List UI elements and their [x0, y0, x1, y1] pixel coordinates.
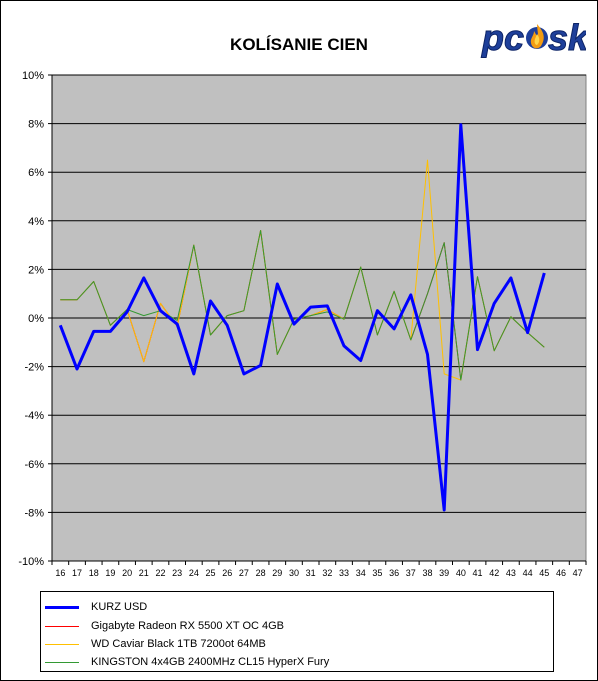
legend: KURZ USD Gigabyte Radeon RX 5500 XT OC 4…: [40, 591, 554, 672]
x-tick-label: 42: [489, 568, 499, 578]
y-tick-label: 0%: [28, 313, 44, 325]
logo-mark: pc sk: [481, 17, 587, 59]
svg-text:sk: sk: [548, 17, 586, 58]
y-tick-label: 6%: [28, 167, 44, 179]
y-tick-label: -4%: [24, 410, 44, 422]
x-tick-label: 29: [272, 568, 282, 578]
x-tick-label: 38: [422, 568, 432, 578]
legend-item-kingston: KINGSTON 4x4GB 2400MHz CL15 HyperX Fury: [45, 653, 329, 671]
pcosk-logo: pc sk: [481, 17, 587, 59]
x-tick-label: 26: [222, 568, 232, 578]
x-tick-label: 39: [439, 568, 449, 578]
line-chart: 16 17 18 19 20 21 22 23 24 25 26 27 28 29 30 31 32 33 34 35…: [18, 70, 587, 578]
series-line-kurz-usd: [58, 123, 546, 512]
legend-label: Gigabyte Radeon RX 5500 XT OC 4GB: [91, 620, 285, 632]
x-tick-label: 46: [556, 568, 566, 578]
legend-item-kurz-usd: KURZ USD: [45, 598, 147, 616]
legend-swatch-kurz-usd: [45, 605, 79, 609]
y-tick-label: 10%: [22, 70, 44, 82]
x-tick-label: 23: [172, 568, 182, 578]
series-lines: [58, 123, 546, 512]
legend-swatch-wd-caviar: [45, 643, 79, 645]
x-tick-label: 25: [206, 568, 216, 578]
x-tick-label: 30: [289, 568, 299, 578]
legend-item-gigabyte: Gigabyte Radeon RX 5500 XT OC 4GB: [45, 617, 284, 635]
y-tick-label: -2%: [24, 362, 44, 374]
legend-label: WD Caviar Black 1TB 7200ot 64MB: [91, 638, 266, 650]
x-tick-label: 43: [506, 568, 516, 578]
x-tick-label: 18: [89, 568, 99, 578]
x-tick-label: 31: [306, 568, 316, 578]
x-tick-label: 27: [239, 568, 249, 578]
x-tick-label: 32: [322, 568, 332, 578]
x-tick-label: 16: [55, 568, 65, 578]
x-axis: 16 17 18 19 20 21 22 23 24 25 26 27 28 29 30 31 32 33 34 35…: [51, 560, 587, 578]
y-tick-label: 8%: [28, 119, 44, 131]
x-tick-label: 41: [473, 568, 483, 578]
x-tick-label: 21: [139, 568, 149, 578]
x-tick-label: 37: [406, 568, 416, 578]
y-tick-label: 2%: [28, 264, 44, 276]
gridlines: [52, 74, 586, 562]
chart-title: KOLÍSANIE CIEN: [230, 35, 368, 54]
legend-label: KINGSTON 4x4GB 2400MHz CL15 HyperX Fury: [91, 656, 330, 668]
legend-swatch-gigabyte: [45, 625, 79, 627]
legend-swatch-kingston: [45, 661, 79, 663]
x-tick-label: 22: [155, 568, 165, 578]
x-tick-label: 17: [72, 568, 82, 578]
x-tick-label: 19: [105, 568, 115, 578]
y-tick-label: -6%: [24, 459, 44, 471]
x-tick-label: 35: [372, 568, 382, 578]
x-tick-label: 40: [456, 568, 466, 578]
x-tick-label: 34: [356, 568, 366, 578]
legend-label: KURZ USD: [91, 601, 148, 613]
x-tick-label: 28: [256, 568, 266, 578]
x-tick-label: 45: [539, 568, 549, 578]
x-tick-label: 33: [339, 568, 349, 578]
x-tick-label: 47: [573, 568, 583, 578]
x-tick-label: 36: [389, 568, 399, 578]
x-tick-label: 20: [122, 568, 132, 578]
y-tick-label: -8%: [24, 507, 44, 519]
svg-text:pc: pc: [481, 17, 524, 58]
x-tick-label: 44: [523, 568, 533, 578]
y-axis: -10% -8% -6% -4% -2% 0% 2% 4% 6% 8% 10%: [18, 70, 53, 568]
x-tick-label: 24: [189, 568, 199, 578]
legend-item-wd-caviar: WD Caviar Black 1TB 7200ot 64MB: [45, 635, 266, 653]
y-tick-label: 4%: [28, 216, 44, 228]
y-tick-label: -10%: [18, 556, 44, 568]
